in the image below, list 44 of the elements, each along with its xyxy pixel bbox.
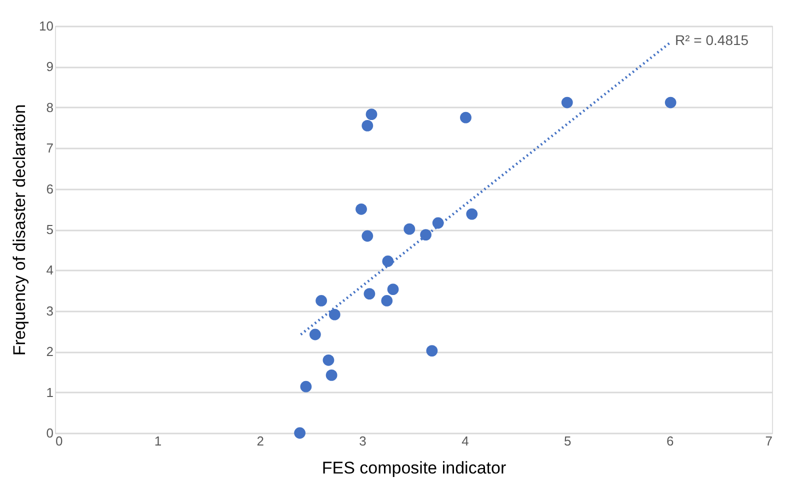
- point: [362, 230, 374, 242]
- y-tick-label: 1: [46, 384, 54, 400]
- point: [309, 328, 321, 340]
- point: [328, 308, 340, 320]
- point: [664, 96, 676, 108]
- y-tick-label: 2: [46, 344, 54, 360]
- x-axis-title: FES composite indicator: [322, 458, 506, 478]
- x-tick-label: 3: [359, 434, 366, 448]
- point: [294, 427, 306, 439]
- point: [381, 295, 393, 306]
- x-tick-label: 1: [154, 434, 162, 448]
- point: [362, 120, 374, 132]
- y-tick-label: 7: [46, 140, 54, 156]
- point: [426, 345, 438, 356]
- annotation: R² = 0.4815: [675, 32, 749, 48]
- point: [466, 208, 478, 220]
- point: [364, 288, 376, 300]
- point: [316, 295, 328, 306]
- point: [561, 96, 573, 108]
- y-tick-label: 10: [39, 18, 54, 34]
- y-tick-label: 9: [46, 59, 54, 74]
- y-tick-label: 3: [46, 303, 54, 318]
- x-tick-label: 6: [666, 434, 674, 448]
- point: [300, 380, 312, 392]
- point: [326, 370, 338, 381]
- point: [382, 256, 394, 267]
- point: [432, 217, 444, 229]
- point: [404, 223, 416, 235]
- point: [356, 203, 367, 215]
- x-tick-label: 4: [462, 434, 469, 448]
- point: [460, 112, 472, 124]
- x-tick-label: 7: [765, 434, 772, 448]
- point: [420, 229, 432, 240]
- point: [366, 108, 378, 120]
- y-tick-label: 8: [46, 100, 54, 115]
- x-tick-label: 0: [56, 434, 63, 448]
- point: [387, 284, 399, 296]
- y-tick-label: 4: [46, 262, 54, 278]
- x-tick-label: 2: [256, 434, 264, 448]
- y-tick-label: 6: [46, 181, 54, 196]
- point: [322, 354, 334, 366]
- y-tick-label: 5: [46, 222, 54, 237]
- x-tick-label: 5: [564, 434, 572, 448]
- y-axis-title: Frequency of disaster declaration: [10, 104, 30, 356]
